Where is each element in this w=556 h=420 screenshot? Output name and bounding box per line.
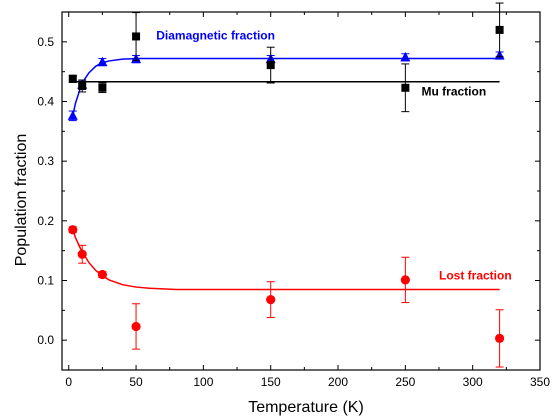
x-tick-label: 150 <box>261 375 281 389</box>
lost-fraction-point <box>400 275 410 285</box>
mu-fraction-point <box>98 83 107 92</box>
x-tick-label: 350 <box>530 375 550 389</box>
y-tick-label: 0.5 <box>37 35 54 49</box>
diamagnetic-fractionlabel: Diamagnetic fraction <box>156 28 275 42</box>
lost-fraction-point <box>97 269 107 280</box>
mu-fraction-point <box>266 61 275 70</box>
diamagnetic-fraction-point <box>67 110 78 120</box>
mu-fractionlabel: Mu fraction <box>422 85 487 99</box>
x-tick-label: 250 <box>395 375 415 389</box>
x-axis-label: Temperature (K) <box>248 399 364 416</box>
lost-fraction-point <box>68 225 78 235</box>
lost-fraction-point <box>266 294 276 305</box>
x-tick-label: 0 <box>65 375 72 389</box>
y-tick-label: 0.0 <box>37 333 54 347</box>
diamagnetic-fraction-point <box>97 56 108 67</box>
x-tick-label: 50 <box>129 375 143 389</box>
mu-fraction-point <box>132 32 141 41</box>
lost-fractionlabel: Lost fraction <box>439 268 512 282</box>
x-tick-label: 200 <box>328 375 348 389</box>
y-tick-label: 0.2 <box>37 214 54 228</box>
lost-fraction-point <box>77 249 87 259</box>
y-tick-label: 0.3 <box>37 154 54 168</box>
y-axis-label: Population fraction <box>13 134 30 267</box>
mu-fraction-point <box>78 81 87 90</box>
x-tick-label: 100 <box>193 375 213 389</box>
mu-fraction-point <box>68 74 77 83</box>
mu-fraction-point <box>495 25 504 34</box>
x-tick-label: 300 <box>463 375 483 389</box>
lost-fraction-point <box>131 321 141 332</box>
mu-fraction-point <box>401 83 410 92</box>
y-tick-label: 0.4 <box>37 95 54 109</box>
diamagnetic-fraction-point <box>400 51 411 62</box>
lost-fraction-point <box>495 333 505 343</box>
y-tick-label: 0.1 <box>37 274 54 288</box>
lost-fraction-fit-line <box>72 229 500 291</box>
plot-area: 0 50 100 150 200 250 300 350 0.0 0.1 0.2 0.3 0.4 0.5 D… <box>37 2 550 389</box>
plot-frame <box>61 11 541 371</box>
